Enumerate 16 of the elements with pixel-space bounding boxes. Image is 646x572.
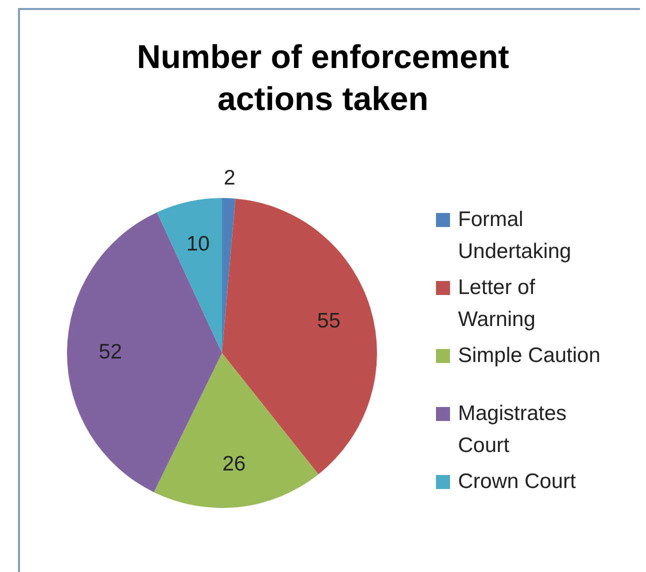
data-label: 2 xyxy=(224,166,236,190)
data-label: 52 xyxy=(98,340,122,364)
legend-label: Crown Court xyxy=(458,469,576,495)
legend-label: Letter of Warning xyxy=(458,275,536,333)
pie-slice xyxy=(222,198,377,474)
pie-slice xyxy=(67,212,222,492)
legend-label: Magistrates Court xyxy=(458,401,568,459)
data-label: 55 xyxy=(317,309,341,332)
legend-label: Formal Undertaking xyxy=(458,207,572,265)
legend-label: Simple Caution xyxy=(458,343,600,369)
data-label: 10 xyxy=(186,232,210,256)
pie-slice xyxy=(154,353,318,508)
pie-slice xyxy=(222,198,236,353)
chart-title: Number of enforcement actions taken xyxy=(136,37,510,119)
pie-slice xyxy=(156,198,222,353)
data-label: 26 xyxy=(222,452,246,476)
